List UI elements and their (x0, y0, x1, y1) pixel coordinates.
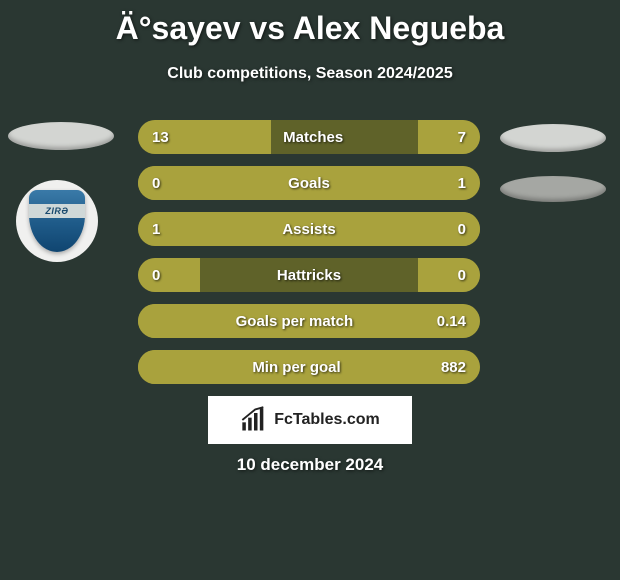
club-badge-shield: ZIRƏ (29, 190, 85, 252)
player-left-oval (8, 122, 114, 150)
stat-left-value: 13 (152, 129, 169, 146)
footer-brand-text: FcTables.com (274, 411, 380, 429)
stat-right-value: 1 (458, 175, 466, 192)
club-badge-text: ZIRƏ (29, 204, 85, 218)
stat-label: Matches (283, 129, 343, 146)
stat-row: 0 Hattricks 0 (138, 258, 480, 292)
stat-label: Hattricks (277, 267, 341, 284)
player-right-oval-secondary (500, 176, 606, 202)
stat-row: 13 Matches 7 (138, 120, 480, 154)
date-text: 10 december 2024 (0, 455, 620, 475)
page-title: Ä°sayev vs Alex Negueba (0, 0, 620, 47)
stat-row-content: Min per goal 882 (138, 350, 480, 384)
stat-row-content: 0 Goals 1 (138, 166, 480, 200)
stat-left-value: 0 (152, 267, 160, 284)
stat-row: 1 Assists 0 (138, 212, 480, 246)
stat-right-value: 0 (458, 267, 466, 284)
stat-row: Goals per match 0.14 (138, 304, 480, 338)
stat-row: 0 Goals 1 (138, 166, 480, 200)
stat-row-content: 13 Matches 7 (138, 120, 480, 154)
stat-left-value: 1 (152, 221, 160, 238)
stat-left-value: 0 (152, 175, 160, 192)
stat-right-value: 0 (458, 221, 466, 238)
stat-row: Min per goal 882 (138, 350, 480, 384)
comparison-chart: 13 Matches 7 0 Goals 1 1 Assists 0 0 Hattricks 0 Goa… (138, 120, 480, 396)
stat-right-value: 0.14 (437, 313, 466, 330)
stat-row-content: 1 Assists 0 (138, 212, 480, 246)
stat-label: Assists (282, 221, 335, 238)
stat-label: Min per goal (252, 359, 340, 376)
stat-right-value: 7 (458, 129, 466, 146)
chart-icon (240, 406, 268, 434)
stat-row-content: 0 Hattricks 0 (138, 258, 480, 292)
stat-right-value: 882 (441, 359, 466, 376)
club-badge: ZIRƏ (16, 180, 98, 262)
stat-row-content: Goals per match 0.14 (138, 304, 480, 338)
footer-brand: FcTables.com (208, 396, 412, 444)
subtitle: Club competitions, Season 2024/2025 (0, 65, 620, 83)
player-right-oval (500, 124, 606, 152)
stat-label: Goals (288, 175, 330, 192)
stat-label: Goals per match (236, 313, 354, 330)
